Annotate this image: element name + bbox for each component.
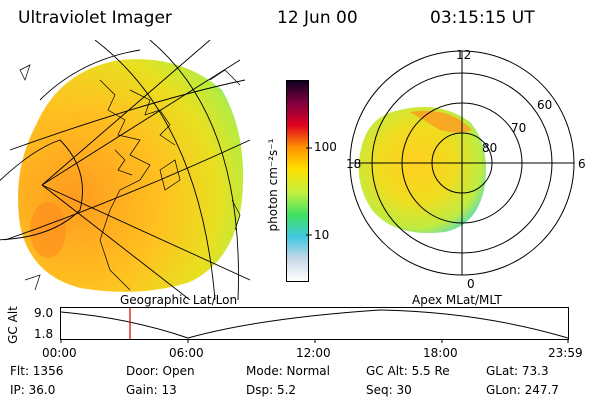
altitude-timeline [60,307,569,343]
auroral-oval-mag [358,106,486,234]
instrument-title: Ultraviolet Imager [18,8,172,28]
info-gain: Gain: 13 [126,383,177,397]
colorbar [286,80,309,282]
info-ip: IP: 36.0 [10,383,56,397]
xtick-0600: 06:00 [169,346,204,360]
info-dsp: Dsp: 5.2 [246,383,297,397]
coastlines [19,64,241,291]
info-gcalt: GC Alt: 5.5 Re [366,364,450,378]
left-panel-label: Geographic Lat/Lon [120,293,238,307]
timeline-ylabel: GC Alt [5,306,20,344]
auroral-oval-geo [18,59,244,292]
mlt-label-12: 12 [456,48,472,62]
lat-label-80: 80 [482,141,498,155]
right-panel-label: Apex MLat/MLT [412,293,502,307]
timeline-ytick-bottom: 1.8 [34,327,54,341]
mlt-label-6: 6 [578,157,586,171]
lat-lon-grid [0,40,250,300]
lat-label-60: 60 [537,98,553,112]
colorbar-tick-10: 10 [314,228,330,242]
info-glat: GLat: 73.3 [486,364,549,378]
info-flt: Flt: 1356 [10,364,64,378]
info-glon: GLon: 247.7 [486,383,559,397]
lat-label-70: 70 [511,121,527,135]
colorbar-ticks [306,147,312,236]
geographic-image [0,40,250,300]
mlt-label-0: 0 [467,277,475,291]
date-label: 12 Jun 00 [277,8,358,28]
xtick-2359: 23:59 [548,346,583,360]
xtick-1200: 12:00 [296,346,331,360]
info-mode: Mode: Normal [246,364,330,378]
info-door: Door: Open [126,364,195,378]
time-label: 03:15:15 UT [430,8,535,28]
timeline-ytick-top: 9.0 [34,306,54,320]
xtick-0000: 00:00 [42,346,77,360]
xtick-1800: 18:00 [423,346,458,360]
colorbar-unit: photon cm⁻²s⁻¹ [266,138,280,232]
mlat-mlt-plot [349,50,575,276]
info-seq: Seq: 30 [366,383,412,397]
colorbar-tick-100: 100 [314,140,337,154]
mlt-label-18: 18 [346,157,362,171]
